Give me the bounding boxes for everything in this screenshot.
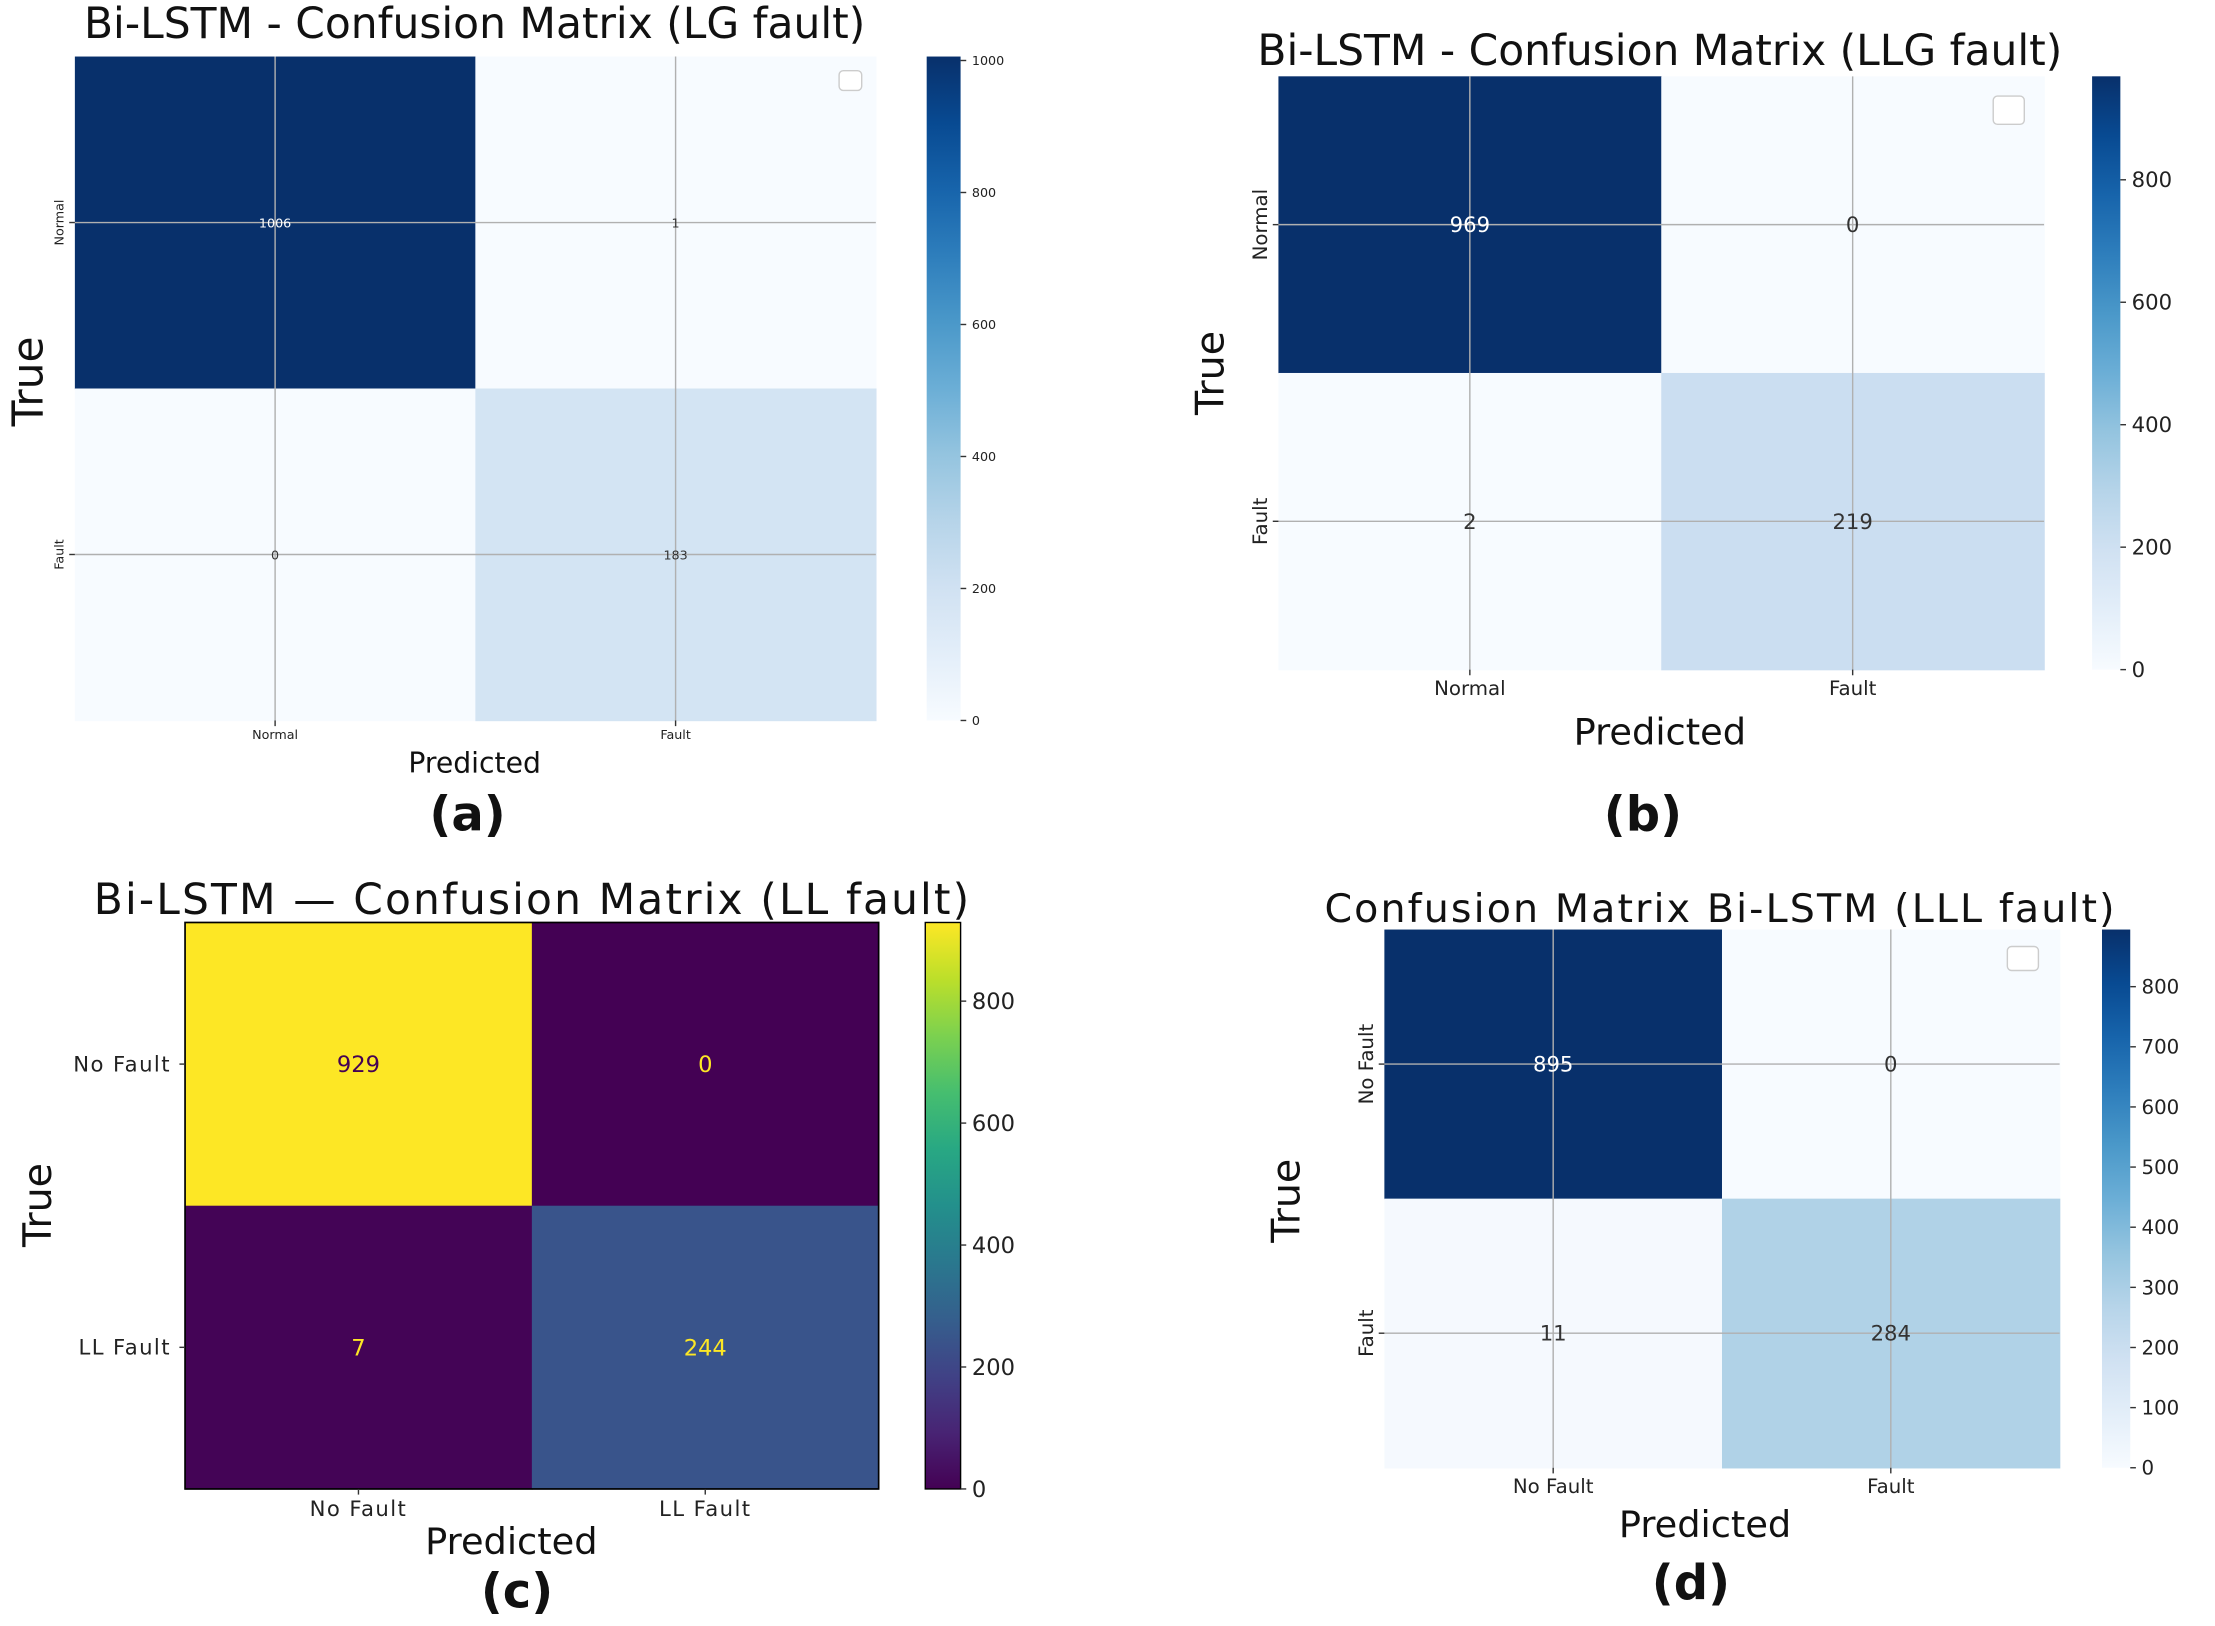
heatmap-cell (185, 1205, 533, 1490)
legend-box (1992, 95, 2026, 126)
x-tick-label: Normal (1434, 677, 1506, 700)
chart-title: Confusion Matrix Bi-LSTM (LLL fault) (1324, 886, 2116, 932)
colorbar (2101, 929, 2131, 1468)
colorbar-tick-label: 200 (2132, 535, 2172, 560)
cell-value-label: 0 (271, 547, 279, 562)
cell-value-label: 895 (1533, 1052, 1573, 1077)
colorbar-tick-label: 0 (972, 1477, 986, 1503)
x-tick-label: Fault (1829, 677, 1877, 700)
y-tick-label: Fault (52, 539, 67, 570)
cell-value-label: 969 (1450, 212, 1490, 237)
panel-a: 1006 1 0 183 Normal Fault Normal Fault 0 200 400 60… (3, 0, 1004, 843)
cell-value-label: 11 (1540, 1321, 1567, 1346)
colorbar-tick-label: 600 (972, 317, 996, 332)
colorbar-tick-label: 800 (972, 989, 1015, 1015)
colorbar-tick-label: 0 (972, 713, 980, 728)
legend-box (2006, 945, 2040, 972)
colorbar-tick-label: 400 (2132, 412, 2172, 437)
colorbar-tick-label: 200 (972, 581, 996, 596)
colorbar-tick-label: 0 (2142, 1457, 2155, 1480)
colorbar-tick-label: 100 (2142, 1397, 2180, 1420)
panel-label: (d) (1652, 1555, 1730, 1611)
y-tick-label: Normal (52, 200, 67, 246)
panel-d: 895 0 11 284 No Fault Fault No Fault Fault 0 100 2… (1264, 886, 2180, 1611)
cell-value-label: 929 (337, 1052, 380, 1078)
colorbar-tick-label: 0 (2132, 657, 2145, 682)
x-axis-label: Predicted (1574, 710, 1746, 753)
x-tick-label: No Fault (1513, 1475, 1594, 1498)
cell-value-label: 284 (1871, 1321, 1911, 1346)
heatmap-cell (185, 922, 533, 1207)
x-tick-label: No Fault (310, 1496, 408, 1521)
x-tick-label: LL Fault (659, 1496, 751, 1521)
panel-b: 969 0 2 219 Normal Fault Normal Fault 0 200 400 600… (1187, 26, 2172, 843)
cell-value-label: 7 (351, 1335, 365, 1361)
cell-value-label: 1006 (259, 215, 291, 230)
heatmap-cell (531, 1205, 880, 1490)
chart-title: Bi-LSTM - Confusion Matrix (LLG fault) (1257, 26, 2062, 75)
y-axis-label: True (1187, 331, 1233, 416)
heatmap-cell (531, 922, 880, 1207)
y-tick-label: Fault (1355, 1309, 1378, 1357)
colorbar-tick-label: 400 (2142, 1216, 2180, 1239)
y-tick-label: No Fault (1355, 1024, 1378, 1105)
panel-label: (c) (481, 1564, 553, 1620)
colorbar-tick-label: 1000 (972, 53, 1004, 68)
colorbar-tick-label: 800 (972, 185, 996, 200)
colorbar-tick-label: 800 (2132, 167, 2172, 192)
colorbar (924, 921, 962, 1490)
cell-value-label: 244 (684, 1335, 727, 1361)
y-tick-label: LL Fault (78, 1335, 170, 1360)
colorbar-tick-label: 400 (972, 449, 996, 464)
cell-value-label: 0 (1884, 1052, 1897, 1077)
colorbar-tick-label: 800 (2142, 976, 2180, 999)
cell-value-label: 183 (663, 547, 687, 562)
panel-c: 929 0 7 244 No Fault LL Fault No Fault LL Fault… (15, 875, 1015, 1620)
x-axis-label: Predicted (1619, 1503, 1791, 1546)
colorbar-tick-label: 500 (2142, 1156, 2180, 1179)
cell-value-label: 2 (1463, 509, 1476, 534)
colorbar-tick-label: 400 (972, 1233, 1015, 1259)
y-tick-label: Fault (1249, 497, 1272, 545)
panel-label: (b) (1604, 787, 1682, 843)
colorbar-tick-label: 600 (2142, 1096, 2180, 1119)
y-axis-label: True (3, 336, 52, 427)
colorbar-tick-label: 700 (2142, 1036, 2180, 1059)
chart-title: Bi-LSTM - Confusion Matrix (LG fault) (84, 0, 865, 48)
colorbar-tick-label: 200 (972, 1355, 1015, 1381)
chart-title: Bi-LSTM — Confusion Matrix (LL fault) (94, 875, 972, 924)
y-axis-label: True (1264, 1159, 1310, 1244)
y-tick-label: Normal (1249, 189, 1272, 261)
colorbar-tick-label: 600 (2132, 290, 2172, 315)
y-axis-label: True (15, 1163, 61, 1248)
colorbar (926, 56, 961, 721)
legend-box (838, 69, 863, 92)
x-axis-label: Predicted (425, 1520, 597, 1563)
x-tick-label: Normal (252, 727, 298, 742)
x-tick-label: Fault (1867, 1475, 1915, 1498)
panel-label: (a) (429, 787, 505, 843)
heatmap-frame (184, 921, 880, 1490)
colorbar (2092, 76, 2121, 670)
cell-value-label: 1 (672, 215, 680, 230)
cell-value-label: 0 (1846, 212, 1859, 237)
colorbar-tick-label: 600 (972, 1111, 1015, 1137)
x-axis-label: Predicted (408, 747, 541, 780)
y-tick-label: No Fault (73, 1052, 171, 1077)
cell-value-label: 219 (1832, 509, 1872, 534)
x-tick-label: Fault (660, 727, 691, 742)
colorbar-tick-label: 200 (2142, 1336, 2180, 1359)
colorbar-tick-label: 300 (2142, 1276, 2180, 1299)
cell-value-label: 0 (698, 1052, 712, 1078)
